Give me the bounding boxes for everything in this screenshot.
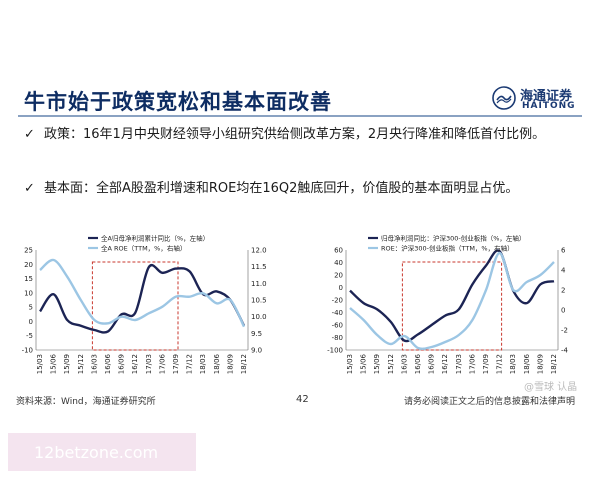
x-tick-label: 16/12 xyxy=(131,354,139,374)
y-right-tick-label: 9.5 xyxy=(251,330,262,338)
y-right-tick-label: -2 xyxy=(561,327,568,335)
y-left-tick-label: 20 xyxy=(24,261,33,269)
x-tick-label: 16/09 xyxy=(118,354,126,374)
y-left-tick-label: 0 xyxy=(29,318,33,326)
x-tick-label: 16/06 xyxy=(414,353,422,374)
x-tick-label: 18/03 xyxy=(509,354,517,374)
logo-name-en: HAITONG xyxy=(522,101,576,111)
watermark-tag: @雪球 认晶 xyxy=(524,382,578,393)
y-right-tick-label: 11.5 xyxy=(251,263,267,271)
x-tick-label: 18/12 xyxy=(550,354,558,374)
x-tick-label: 17/12 xyxy=(496,354,504,374)
y-right-tick-label: 10.0 xyxy=(251,313,267,321)
chart-a-svg: -10 -5 0 5 10 15 20 25 9.0 9.5 10.0 10.5 11.0 11.5 12.… xyxy=(22,234,267,375)
y-right-tick-label: 6 xyxy=(561,247,566,255)
series-line-2 xyxy=(39,258,246,328)
y-right-tick-label: 11.0 xyxy=(251,280,267,288)
x-tick-label: 15/03 xyxy=(346,354,354,374)
x-tick-label: 15/12 xyxy=(387,354,395,374)
chart-a-profit-roe: -10 -5 0 5 10 15 20 25 9.0 9.5 10.0 10.5 11.0 11.5 12.… xyxy=(8,232,278,392)
x-tick-label: 16/03 xyxy=(400,354,408,374)
x-tick-label: 15/12 xyxy=(77,354,85,374)
haitong-logo-icon xyxy=(492,86,516,110)
legend-label-1: 归母净利润同比：沪深300-创业板指（%，左轴） xyxy=(381,234,525,243)
page-number: 42 xyxy=(296,394,309,405)
x-tick-label: 16/03 xyxy=(90,354,98,374)
x-tick-label: 16/12 xyxy=(441,354,449,374)
y-left-tick-label: -5 xyxy=(26,332,33,340)
y-left-tick-label: -20 xyxy=(332,297,343,305)
y-right-tick-label: 0 xyxy=(561,307,565,315)
watermark-banner xyxy=(8,433,196,471)
bullet-fundamentals: ✓ 基本面：全部A股盈利增速和ROE均在16Q2触底回升，价值股的基本面明显占优… xyxy=(24,178,574,199)
bullet-policy-text: 政策：16年1月中央财经领导小组研究供给侧改革方案，2月央行降准和降低首付比例。 xyxy=(44,127,546,142)
legend-label-2: 全A ROE（TTM，%，右轴） xyxy=(101,244,186,253)
y-left-tick-label: 15 xyxy=(24,275,33,283)
slide-title: 牛市始于政策宽松和基本面改善 xyxy=(24,90,332,114)
x-tick-label: 15/06 xyxy=(360,353,368,374)
y-left-tick-label: -10 xyxy=(22,347,33,355)
bullet-fundamentals-text: 基本面：全部A股盈利增速和ROE均在16Q2触底回升，价值股的基本面明显占优。 xyxy=(44,181,519,196)
series-line-1 xyxy=(349,249,555,343)
y-right-tick-label: 12.0 xyxy=(251,247,267,255)
x-tick-label: 18/09 xyxy=(226,354,234,374)
check-icon: ✓ xyxy=(24,127,35,142)
y-right-tick-label: 9.0 xyxy=(251,347,262,355)
y-left-tick-label: -100 xyxy=(327,347,343,355)
x-tick-label: 17/09 xyxy=(172,354,180,374)
x-tick-label: 17/09 xyxy=(482,354,490,374)
y-left-tick-label: -60 xyxy=(332,322,343,330)
logo-name-cn: 海通证券 xyxy=(520,89,573,104)
watermark-site: 12betzone.com xyxy=(34,443,159,462)
disclaimer-note: 请务必阅读正文之后的信息披露和法律声明 xyxy=(404,397,576,407)
x-tick-label: 15/03 xyxy=(36,354,44,374)
y-left-tick-label: 10 xyxy=(24,289,33,297)
highlight-period-box xyxy=(401,261,503,351)
y-left-tick-label: 5 xyxy=(29,304,33,312)
y-left-tick-label: 20 xyxy=(334,272,343,280)
company-logo: 海通证券 HAITONG xyxy=(492,84,588,116)
bullet-policy: ✓ 政策：16年1月中央财经领导小组研究供给侧改革方案，2月央行降准和降低首付比… xyxy=(24,124,574,145)
source-note: 资料来源：Wind，海通证券研究所 xyxy=(16,397,156,407)
title-divider xyxy=(18,115,582,117)
y-left-tick-label: 40 xyxy=(334,259,343,267)
x-tick-label: 17/03 xyxy=(145,354,153,374)
legend-label-2: ROE：沪深300-创业板指（TTM，%，右轴） xyxy=(381,244,514,253)
check-icon: ✓ xyxy=(24,181,35,196)
y-left-tick-label: 60 xyxy=(334,247,343,255)
y-right-tick-label: 2 xyxy=(561,287,565,295)
legend-label-1: 全A归母净利润累计同比（%，左轴） xyxy=(101,234,209,243)
x-tick-label: 16/06 xyxy=(104,353,112,374)
x-tick-label: 18/06 xyxy=(213,353,221,374)
y-right-tick-label: 4 xyxy=(561,267,566,275)
x-tick-label: 17/12 xyxy=(186,354,194,374)
x-tick-label: 18/09 xyxy=(536,354,544,374)
x-tick-label: 18/12 xyxy=(240,354,248,374)
y-left-tick-label: -40 xyxy=(332,309,343,317)
x-tick-label: 15/06 xyxy=(50,353,58,374)
y-right-tick-label: 10.5 xyxy=(251,297,267,305)
series-line-2 xyxy=(349,251,555,350)
chart-hs300-vs-chinext: -100 -80 -60 -40 -20 0 20 40 60 -4 -2 0 2 4 6 15/03 15/0… xyxy=(318,232,588,392)
series-line-1 xyxy=(39,264,246,334)
y-left-tick-label: 25 xyxy=(24,247,33,255)
x-tick-label: 18/06 xyxy=(523,353,531,374)
x-tick-label: 17/03 xyxy=(455,354,463,374)
x-tick-label: 15/09 xyxy=(373,354,381,374)
highlight-period-box xyxy=(91,261,179,351)
x-tick-label: 18/03 xyxy=(199,354,207,374)
x-tick-label: 16/09 xyxy=(428,354,436,374)
y-left-tick-label: -80 xyxy=(332,334,343,342)
y-left-tick-label: 0 xyxy=(339,284,343,292)
x-tick-label: 17/06 xyxy=(158,353,166,374)
x-tick-label: 15/09 xyxy=(63,354,71,374)
y-right-tick-label: -4 xyxy=(561,347,569,355)
x-tick-label: 17/06 xyxy=(468,353,476,374)
